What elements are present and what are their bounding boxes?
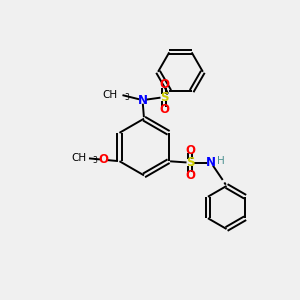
- Text: O: O: [185, 144, 195, 157]
- Text: O: O: [185, 169, 195, 182]
- Text: CH: CH: [102, 90, 118, 100]
- Text: 3: 3: [124, 93, 130, 102]
- Text: O: O: [159, 78, 169, 91]
- Text: S: S: [160, 91, 168, 103]
- Text: O: O: [98, 153, 108, 166]
- Text: N: N: [206, 156, 216, 169]
- Text: S: S: [186, 156, 194, 169]
- Text: 3: 3: [92, 156, 97, 165]
- Text: N: N: [137, 94, 148, 106]
- Text: H: H: [217, 156, 224, 166]
- Text: CH: CH: [72, 153, 87, 163]
- Text: O: O: [159, 103, 169, 116]
